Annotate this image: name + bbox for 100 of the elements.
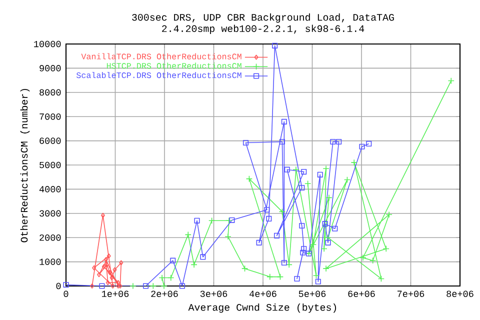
point [158, 274, 166, 282]
x-tick-label: 6e+06 [348, 290, 375, 297]
point [246, 175, 253, 182]
point [190, 261, 198, 268]
point [272, 42, 278, 48]
point [63, 282, 69, 288]
y-tick-label: 7000 [40, 113, 61, 120]
point [104, 257, 108, 262]
x-tick-label: 0 [64, 290, 68, 297]
point [326, 194, 332, 201]
point [208, 217, 216, 224]
point [242, 140, 249, 146]
point [99, 283, 105, 289]
point [224, 233, 232, 240]
point [317, 172, 323, 178]
chart-subtitle: 2.4.20smp web100-2.2.1, sk98-6.1.4 [162, 24, 364, 34]
point [366, 140, 372, 146]
y-axis-title: OtherReductionsCM (number) [20, 88, 30, 242]
point [304, 180, 312, 187]
x-tick-label: 3e+06 [200, 290, 228, 297]
point [266, 273, 274, 280]
point [344, 176, 351, 184]
point [322, 265, 330, 272]
point [299, 184, 305, 191]
point [97, 272, 101, 278]
point [359, 144, 365, 150]
point [378, 275, 385, 282]
point [322, 221, 328, 227]
point [370, 257, 376, 264]
point [104, 262, 109, 268]
point [330, 138, 336, 145]
point [116, 280, 120, 286]
legend-label: ScalableTCP.DRS OtherReductionsCM [76, 72, 242, 78]
point [274, 232, 280, 238]
point [299, 222, 305, 229]
point [325, 240, 331, 246]
point [108, 270, 112, 276]
point [336, 138, 342, 145]
x-tick-label: 2e+06 [151, 290, 178, 297]
point [256, 240, 262, 246]
y-tick-label: 10000 [34, 40, 61, 48]
point [284, 166, 290, 172]
point [226, 217, 232, 224]
point [324, 234, 332, 241]
y-tick-label: 8000 [40, 89, 61, 96]
point [150, 282, 156, 290]
point [382, 245, 390, 252]
point [100, 212, 105, 218]
point [312, 272, 320, 279]
y-tick-label: 6000 [40, 138, 61, 144]
x-tick-label: 8e+06 [446, 290, 474, 297]
point [320, 245, 328, 252]
y-tick-label: 3000 [40, 210, 61, 217]
point [112, 267, 117, 272]
point [281, 118, 287, 124]
point [184, 231, 192, 238]
y-tick-label: 2000 [40, 234, 61, 241]
x-tick-label: 1e+06 [102, 290, 129, 297]
y-tick-label: 5000 [40, 162, 61, 168]
point [322, 165, 330, 172]
legend-label: VanillaTCP.DRS OtherReductionsCM [81, 53, 242, 60]
point [170, 258, 176, 264]
point [264, 206, 270, 213]
point [130, 282, 136, 290]
point [229, 217, 235, 223]
point [102, 264, 106, 270]
x-tick-label: 5e+06 [298, 290, 326, 297]
point [301, 246, 307, 252]
point [315, 278, 321, 284]
point [106, 253, 111, 259]
chart-title: 300sec DRS, UDP CBR Background Load, DataTAG [132, 13, 394, 23]
point [241, 265, 248, 272]
point [301, 168, 307, 175]
legend-label: HSTCP.DRS OtherReductionsCM [106, 62, 242, 69]
x-axis-title: Average Cwnd Size (bytes) [188, 303, 336, 313]
point [200, 254, 206, 260]
point [179, 283, 186, 289]
y-tick-label: 4000 [39, 186, 61, 192]
point [194, 218, 200, 224]
point [110, 283, 115, 289]
y-tick-label: 9000 [40, 65, 61, 72]
y-tick-label: 1000 [40, 258, 61, 265]
point [332, 226, 338, 232]
point [360, 254, 366, 262]
point [300, 250, 306, 256]
x-tick-label: 4e+06 [250, 290, 276, 297]
point [350, 159, 358, 166]
point [276, 273, 284, 280]
point [160, 282, 168, 290]
point [142, 283, 149, 289]
point [386, 211, 392, 218]
point [92, 265, 96, 270]
y-tick-label: 0 [56, 282, 61, 290]
point [168, 274, 174, 282]
point [278, 208, 286, 216]
point [448, 77, 454, 84]
point [119, 260, 124, 266]
point [106, 280, 110, 286]
point [294, 276, 300, 282]
point [266, 216, 272, 222]
